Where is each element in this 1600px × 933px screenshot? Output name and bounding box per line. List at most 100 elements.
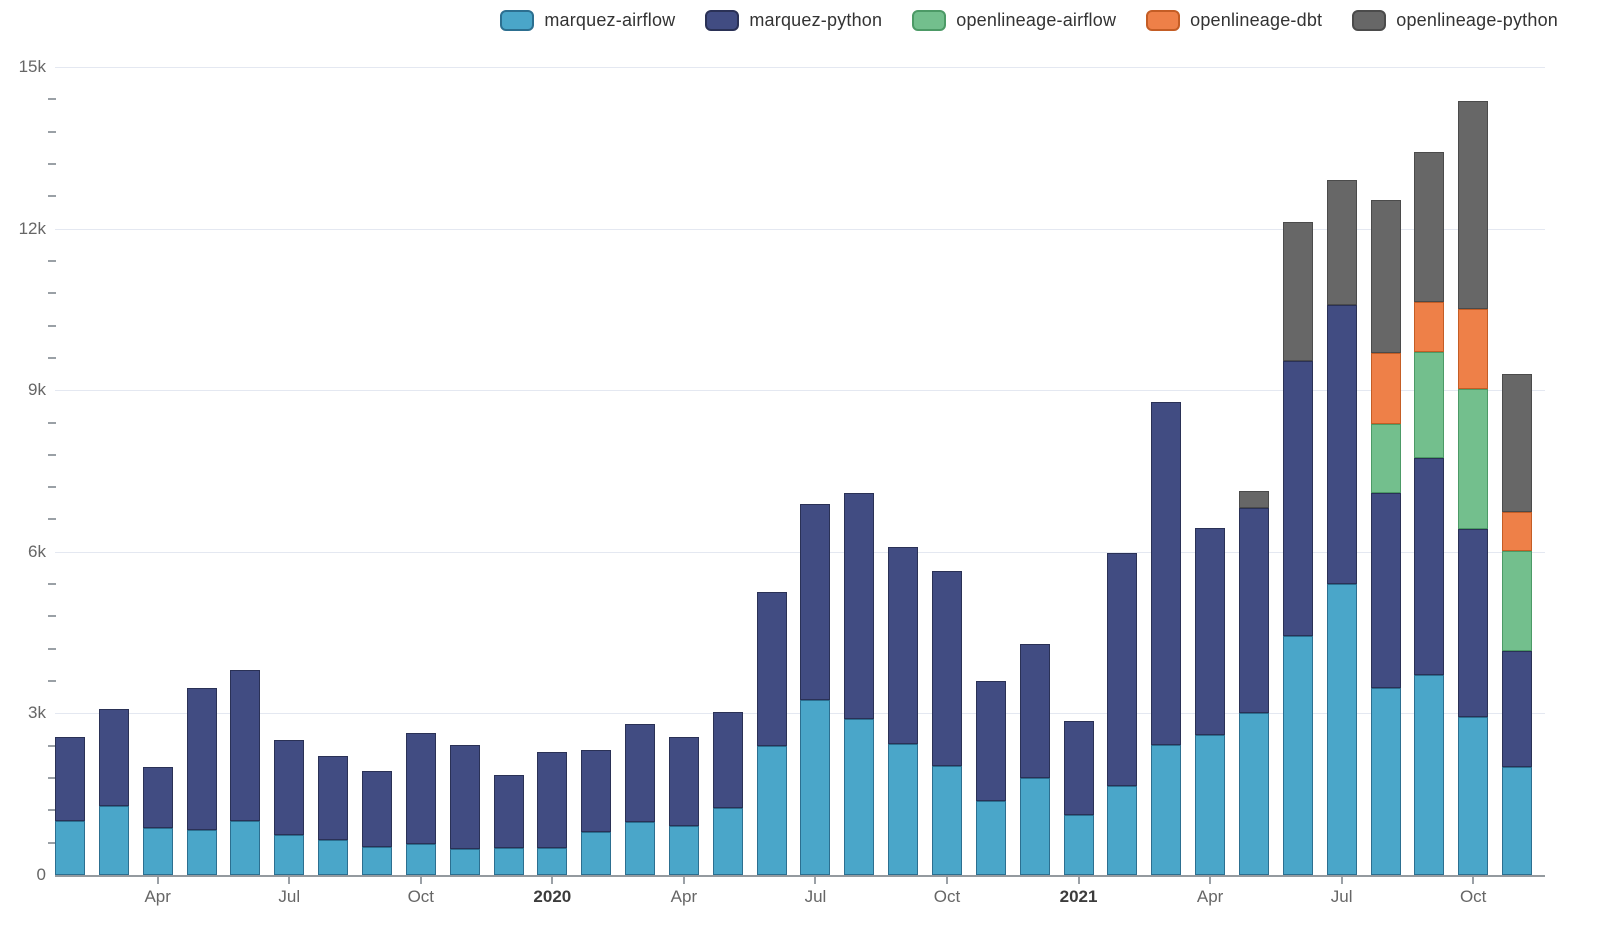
bar-segment-marquez-airflow[interactable] bbox=[1019, 778, 1050, 875]
bar-segment-marquez-python[interactable] bbox=[888, 547, 919, 745]
bar-segment-marquez-python[interactable] bbox=[318, 755, 349, 840]
bar-2020-07[interactable] bbox=[800, 503, 831, 875]
legend-item-marquez-airflow[interactable]: marquez-airflow bbox=[500, 10, 675, 31]
bar-segment-openlineage-airflow[interactable] bbox=[1414, 351, 1445, 458]
bar-segment-marquez-airflow[interactable] bbox=[142, 827, 173, 875]
legend-item-openlineage-python[interactable]: openlineage-python bbox=[1352, 10, 1558, 31]
bar-segment-marquez-python[interactable] bbox=[1195, 528, 1226, 735]
bar-2021-03[interactable] bbox=[1151, 402, 1182, 875]
bar-segment-marquez-python[interactable] bbox=[1326, 305, 1357, 584]
bar-2020-05[interactable] bbox=[712, 711, 743, 875]
bar-segment-openlineage-dbt[interactable] bbox=[1458, 308, 1489, 390]
bar-segment-marquez-python[interactable] bbox=[1063, 720, 1094, 816]
bar-segment-marquez-airflow[interactable] bbox=[1107, 786, 1138, 875]
bar-segment-marquez-python[interactable] bbox=[1502, 651, 1533, 767]
bar-segment-openlineage-dbt[interactable] bbox=[1414, 301, 1445, 352]
bar-segment-marquez-airflow[interactable] bbox=[844, 718, 875, 875]
bar-2020-08[interactable] bbox=[844, 492, 875, 875]
bar-2019-05[interactable] bbox=[186, 687, 217, 875]
bar-segment-marquez-airflow[interactable] bbox=[1502, 766, 1533, 875]
bar-segment-marquez-python[interactable] bbox=[581, 750, 612, 832]
bar-2021-04[interactable] bbox=[1195, 528, 1226, 875]
bar-segment-marquez-python[interactable] bbox=[800, 503, 831, 701]
bar-2020-10[interactable] bbox=[932, 570, 962, 875]
bar-2020-09[interactable] bbox=[888, 547, 919, 875]
bar-segment-marquez-airflow[interactable] bbox=[712, 807, 743, 875]
bar-segment-openlineage-python[interactable] bbox=[1502, 374, 1533, 513]
bar-segment-marquez-python[interactable] bbox=[1458, 529, 1489, 718]
bar-2020-02[interactable] bbox=[581, 750, 612, 875]
bar-segment-marquez-python[interactable] bbox=[668, 737, 699, 826]
bar-segment-marquez-airflow[interactable] bbox=[1282, 636, 1313, 875]
bar-segment-marquez-airflow[interactable] bbox=[668, 825, 699, 875]
bar-2019-11[interactable] bbox=[449, 744, 480, 875]
bar-segment-marquez-airflow[interactable] bbox=[581, 831, 612, 875]
bar-segment-marquez-airflow[interactable] bbox=[493, 847, 524, 875]
bar-segment-marquez-airflow[interactable] bbox=[449, 848, 480, 875]
bar-segment-marquez-airflow[interactable] bbox=[361, 846, 392, 875]
bar-segment-marquez-python[interactable] bbox=[1370, 492, 1401, 689]
bar-segment-openlineage-python[interactable] bbox=[1238, 490, 1269, 508]
bar-segment-openlineage-airflow[interactable] bbox=[1502, 550, 1533, 652]
bar-2021-11[interactable] bbox=[1502, 374, 1533, 875]
bar-segment-marquez-python[interactable] bbox=[230, 670, 261, 822]
bar-segment-marquez-airflow[interactable] bbox=[800, 700, 831, 875]
bar-segment-marquez-airflow[interactable] bbox=[1063, 815, 1094, 875]
bar-segment-marquez-airflow[interactable] bbox=[975, 801, 1006, 875]
bar-2019-07[interactable] bbox=[274, 739, 305, 875]
bar-segment-marquez-airflow[interactable] bbox=[1238, 713, 1269, 875]
bar-segment-marquez-airflow[interactable] bbox=[932, 765, 962, 875]
bar-2020-01[interactable] bbox=[537, 751, 568, 875]
bar-2021-09[interactable] bbox=[1414, 152, 1445, 875]
bar-segment-marquez-airflow[interactable] bbox=[888, 744, 919, 875]
legend-item-openlineage-dbt[interactable]: openlineage-dbt bbox=[1146, 10, 1322, 31]
bar-segment-marquez-python[interactable] bbox=[975, 680, 1006, 802]
bar-segment-marquez-python[interactable] bbox=[186, 687, 217, 831]
bar-segment-marquez-python[interactable] bbox=[361, 771, 392, 847]
bar-2021-06[interactable] bbox=[1282, 221, 1313, 875]
bar-segment-marquez-python[interactable] bbox=[98, 709, 129, 807]
bar-segment-marquez-python[interactable] bbox=[1414, 457, 1445, 676]
bar-2019-09[interactable] bbox=[361, 771, 392, 875]
bar-segment-marquez-python[interactable] bbox=[537, 751, 568, 848]
bar-segment-marquez-airflow[interactable] bbox=[625, 821, 656, 875]
bar-segment-marquez-airflow[interactable] bbox=[537, 847, 568, 875]
bar-segment-marquez-airflow[interactable] bbox=[1414, 675, 1445, 875]
bar-segment-marquez-python[interactable] bbox=[712, 711, 743, 808]
bar-segment-openlineage-python[interactable] bbox=[1458, 101, 1489, 309]
bar-segment-marquez-python[interactable] bbox=[493, 775, 524, 848]
bar-segment-marquez-python[interactable] bbox=[844, 492, 875, 719]
bar-segment-marquez-python[interactable] bbox=[932, 570, 962, 766]
bar-2019-03[interactable] bbox=[98, 709, 129, 875]
bar-segment-openlineage-python[interactable] bbox=[1282, 221, 1313, 361]
bar-2020-06[interactable] bbox=[756, 591, 787, 875]
bar-segment-openlineage-airflow[interactable] bbox=[1370, 424, 1401, 493]
bar-2021-10[interactable] bbox=[1458, 101, 1489, 875]
bar-2019-10[interactable] bbox=[405, 732, 436, 875]
bar-2019-12[interactable] bbox=[493, 775, 524, 875]
bar-segment-marquez-python[interactable] bbox=[1282, 360, 1313, 637]
bar-2020-12[interactable] bbox=[1019, 644, 1050, 875]
bar-segment-marquez-airflow[interactable] bbox=[405, 844, 436, 875]
bar-segment-marquez-python[interactable] bbox=[405, 732, 436, 845]
bar-segment-marquez-airflow[interactable] bbox=[55, 820, 85, 875]
bar-2019-04[interactable] bbox=[142, 766, 173, 875]
bar-segment-marquez-airflow[interactable] bbox=[1370, 688, 1401, 875]
bar-segment-openlineage-python[interactable] bbox=[1414, 152, 1445, 302]
bar-segment-marquez-python[interactable] bbox=[1151, 402, 1182, 746]
bar-2020-11[interactable] bbox=[975, 680, 1006, 875]
bar-2021-05[interactable] bbox=[1238, 490, 1269, 875]
bar-segment-openlineage-python[interactable] bbox=[1326, 179, 1357, 306]
bar-segment-marquez-airflow[interactable] bbox=[1151, 745, 1182, 875]
bar-segment-marquez-python[interactable] bbox=[1019, 644, 1050, 779]
bar-segment-marquez-python[interactable] bbox=[142, 766, 173, 828]
bar-segment-marquez-python[interactable] bbox=[55, 736, 85, 821]
bar-segment-marquez-airflow[interactable] bbox=[318, 839, 349, 875]
bar-segment-marquez-python[interactable] bbox=[756, 591, 787, 746]
bar-2021-08[interactable] bbox=[1370, 200, 1401, 875]
bar-segment-marquez-python[interactable] bbox=[1107, 553, 1138, 787]
bar-segment-marquez-airflow[interactable] bbox=[274, 835, 305, 875]
bar-segment-marquez-airflow[interactable] bbox=[1458, 717, 1489, 875]
bar-2020-03[interactable] bbox=[625, 724, 656, 875]
bar-2021-01[interactable] bbox=[1063, 720, 1094, 875]
